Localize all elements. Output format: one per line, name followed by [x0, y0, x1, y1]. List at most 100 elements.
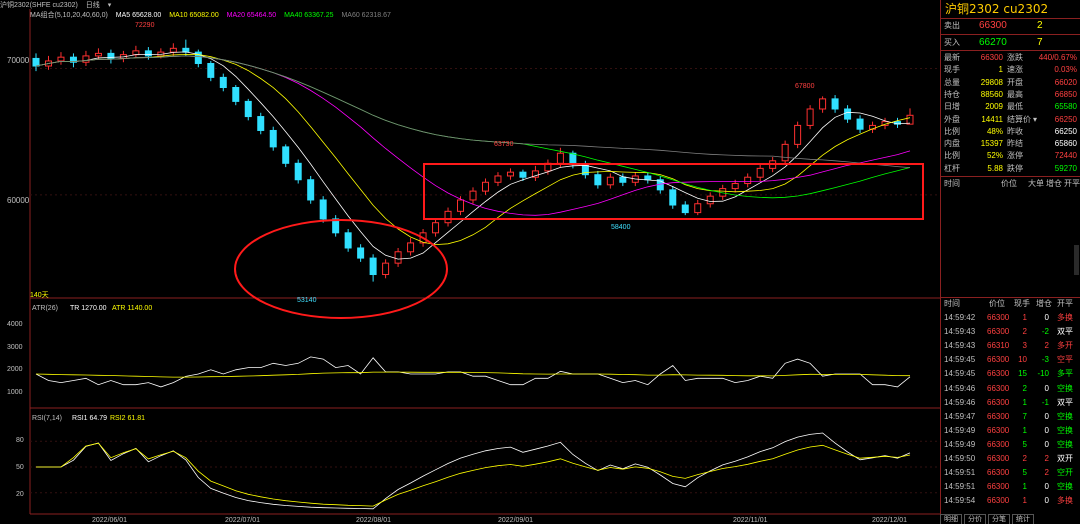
candle-body[interactable]	[444, 210, 452, 224]
candle-body[interactable]	[57, 56, 65, 62]
candle-body[interactable]	[394, 251, 402, 264]
tab-ticks[interactable]: 分笔	[988, 514, 1010, 524]
quote-row: 最新 66300 涨跌 440/0.67%	[941, 52, 1080, 64]
candle-body[interactable]	[344, 232, 352, 249]
rsi2-line	[36, 442, 911, 507]
days-count-label: 140天	[30, 291, 49, 299]
candle-body[interactable]	[756, 167, 764, 178]
candle-body[interactable]	[494, 175, 502, 183]
candle-body[interactable]	[432, 222, 440, 234]
ma-group-label[interactable]: MA组合(5,10,20,40,60,0)	[30, 12, 108, 19]
atr-atr-line	[35, 371, 911, 378]
tick-header: 时间 价位 现手 增仓 开平	[941, 298, 1080, 310]
chart-background	[0, 0, 940, 524]
chevron-down-icon[interactable]: ▾	[1033, 114, 1038, 124]
scrollbar[interactable]	[1074, 245, 1079, 275]
candle-body[interactable]	[644, 175, 652, 181]
atr-indicator-label[interactable]: ATR(26)	[32, 305, 58, 312]
candle-body[interactable]	[144, 50, 152, 57]
candle-body[interactable]	[407, 242, 415, 253]
chart-area: 70000 60000 72290 53140 63730 58400 6780…	[0, 0, 940, 524]
candle-body[interactable]	[232, 87, 240, 102]
candle-body[interactable]	[307, 179, 315, 201]
candle-body[interactable]	[257, 116, 265, 131]
tab-stats[interactable]: 统计	[1012, 514, 1034, 524]
ask-row[interactable]: 卖出 66300 2	[941, 20, 1080, 32]
rsi-rsi1-value: RSI1 64.79	[72, 415, 107, 422]
highlight-ellipse	[234, 219, 448, 319]
bid-row[interactable]: 买入 66270 7	[941, 37, 1080, 49]
candle-body[interactable]	[457, 199, 465, 212]
period-dropdown[interactable]: 日线 ▾	[86, 2, 117, 9]
quote-row: 外盘 14411 结算价 66250 ▾	[941, 114, 1080, 126]
candle-body[interactable]	[469, 190, 477, 201]
candle-body[interactable]	[269, 129, 277, 148]
candle-body[interactable]	[619, 176, 627, 183]
candle-body[interactable]	[606, 176, 614, 186]
quote-value: 66850	[1054, 89, 1077, 99]
candle-body[interactable]	[219, 76, 227, 88]
candle-body[interactable]	[831, 98, 839, 110]
candle-body[interactable]	[319, 199, 327, 220]
candle-body[interactable]	[244, 100, 252, 118]
tick-volume: 1	[1022, 496, 1027, 506]
date-axis-label: 2022/09/01	[498, 517, 533, 524]
annotation-high-3: 67800	[795, 83, 815, 90]
candle-body[interactable]	[856, 118, 864, 130]
rsi-indicator-label[interactable]: RSI(7,14)	[32, 415, 62, 422]
ma60-line	[35, 55, 911, 168]
tick-type: 空换	[1057, 411, 1073, 421]
candle-body[interactable]	[82, 55, 90, 63]
candle-body[interactable]	[282, 146, 290, 164]
candle-body[interactable]	[332, 218, 340, 234]
tick-volume: 2	[1022, 383, 1027, 393]
symbol-label[interactable]: 沪铜2302(SHFE cu2302)	[0, 2, 78, 9]
candle-body[interactable]	[531, 170, 539, 178]
candle-body[interactable]	[357, 247, 365, 259]
candle-body[interactable]	[706, 195, 714, 205]
tick-volume: 1	[1022, 313, 1027, 322]
quote-label: 总量	[944, 77, 960, 87]
candle-body[interactable]	[819, 98, 827, 110]
bid-volume: 7	[1037, 37, 1043, 48]
candle-body[interactable]	[382, 262, 390, 276]
quote-value: 14411	[981, 114, 1003, 124]
quote-label: 最新	[944, 53, 960, 62]
candle-body[interactable]	[132, 50, 140, 56]
candle-body[interactable]	[906, 114, 914, 125]
candle-body[interactable]	[69, 56, 77, 63]
candle-body[interactable]	[294, 162, 302, 181]
candle-body[interactable]	[32, 57, 40, 67]
header-inc: 增仓	[1046, 179, 1062, 188]
chart-canvas[interactable]: 70000 60000 72290 53140 63730 58400 6780…	[0, 0, 940, 524]
candle-body[interactable]	[519, 171, 527, 178]
quote-label: 比例	[944, 151, 960, 161]
candle-body[interactable]	[781, 143, 789, 162]
quote-value: 1	[998, 65, 1003, 75]
candle-body[interactable]	[194, 51, 202, 64]
candle-body[interactable]	[107, 52, 115, 59]
candle-body[interactable]	[94, 52, 102, 57]
candle-body[interactable]	[681, 204, 689, 214]
candle-body[interactable]	[744, 176, 752, 185]
candle-body[interactable]	[794, 124, 802, 145]
candle-body[interactable]	[569, 152, 577, 166]
candle-body[interactable]	[481, 181, 489, 192]
tick-time: 14:59:43	[944, 327, 976, 337]
candle-body[interactable]	[506, 171, 514, 177]
tab-price-dist[interactable]: 分价	[964, 514, 986, 524]
quote-value: 72440	[1054, 151, 1077, 161]
header-big: 大单	[1028, 179, 1044, 188]
candle-body[interactable]	[731, 183, 739, 190]
candle-body[interactable]	[169, 47, 177, 53]
candle-body[interactable]	[369, 257, 377, 276]
candle-body[interactable]	[594, 174, 602, 186]
candle-body[interactable]	[669, 189, 677, 206]
annotation-high-1: 72290	[135, 22, 155, 29]
candle-body[interactable]	[806, 108, 814, 126]
candle-body[interactable]	[556, 152, 564, 164]
candle-body[interactable]	[844, 108, 852, 120]
tab-detail[interactable]: 明细	[940, 514, 962, 524]
candle-body[interactable]	[207, 62, 215, 78]
candle-body[interactable]	[694, 203, 702, 214]
